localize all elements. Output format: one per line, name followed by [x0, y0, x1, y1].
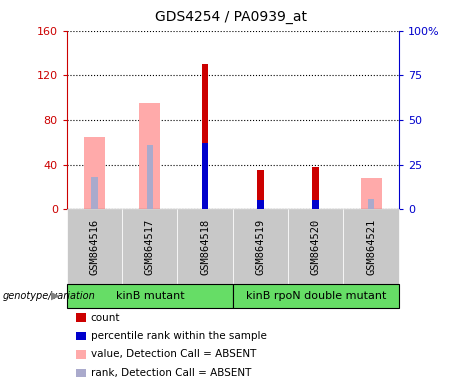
- Bar: [147, 145, 153, 209]
- Bar: [84, 137, 105, 209]
- Text: kinB rpoN double mutant: kinB rpoN double mutant: [246, 291, 386, 301]
- Text: GSM864518: GSM864518: [200, 218, 210, 275]
- Text: kinB mutant: kinB mutant: [116, 291, 184, 301]
- Bar: [257, 170, 264, 209]
- Bar: [313, 200, 319, 209]
- Bar: [257, 200, 264, 209]
- Text: GSM864517: GSM864517: [145, 218, 155, 275]
- Text: genotype/variation: genotype/variation: [2, 291, 95, 301]
- Text: GSM864521: GSM864521: [366, 218, 376, 275]
- Text: GDS4254 / PA0939_at: GDS4254 / PA0939_at: [154, 10, 307, 23]
- Text: ▶: ▶: [51, 291, 59, 301]
- Bar: [202, 64, 208, 209]
- Bar: [139, 103, 160, 209]
- Text: percentile rank within the sample: percentile rank within the sample: [91, 331, 267, 341]
- Text: rank, Detection Call = ABSENT: rank, Detection Call = ABSENT: [91, 368, 251, 378]
- Bar: [91, 177, 98, 209]
- Bar: [313, 167, 319, 209]
- Bar: [368, 199, 374, 209]
- Text: count: count: [91, 313, 120, 323]
- Text: GSM864520: GSM864520: [311, 218, 321, 275]
- Text: GSM864519: GSM864519: [255, 218, 266, 275]
- Bar: [202, 143, 208, 209]
- Bar: [361, 178, 382, 209]
- Text: GSM864516: GSM864516: [89, 218, 100, 275]
- Text: value, Detection Call = ABSENT: value, Detection Call = ABSENT: [91, 349, 256, 359]
